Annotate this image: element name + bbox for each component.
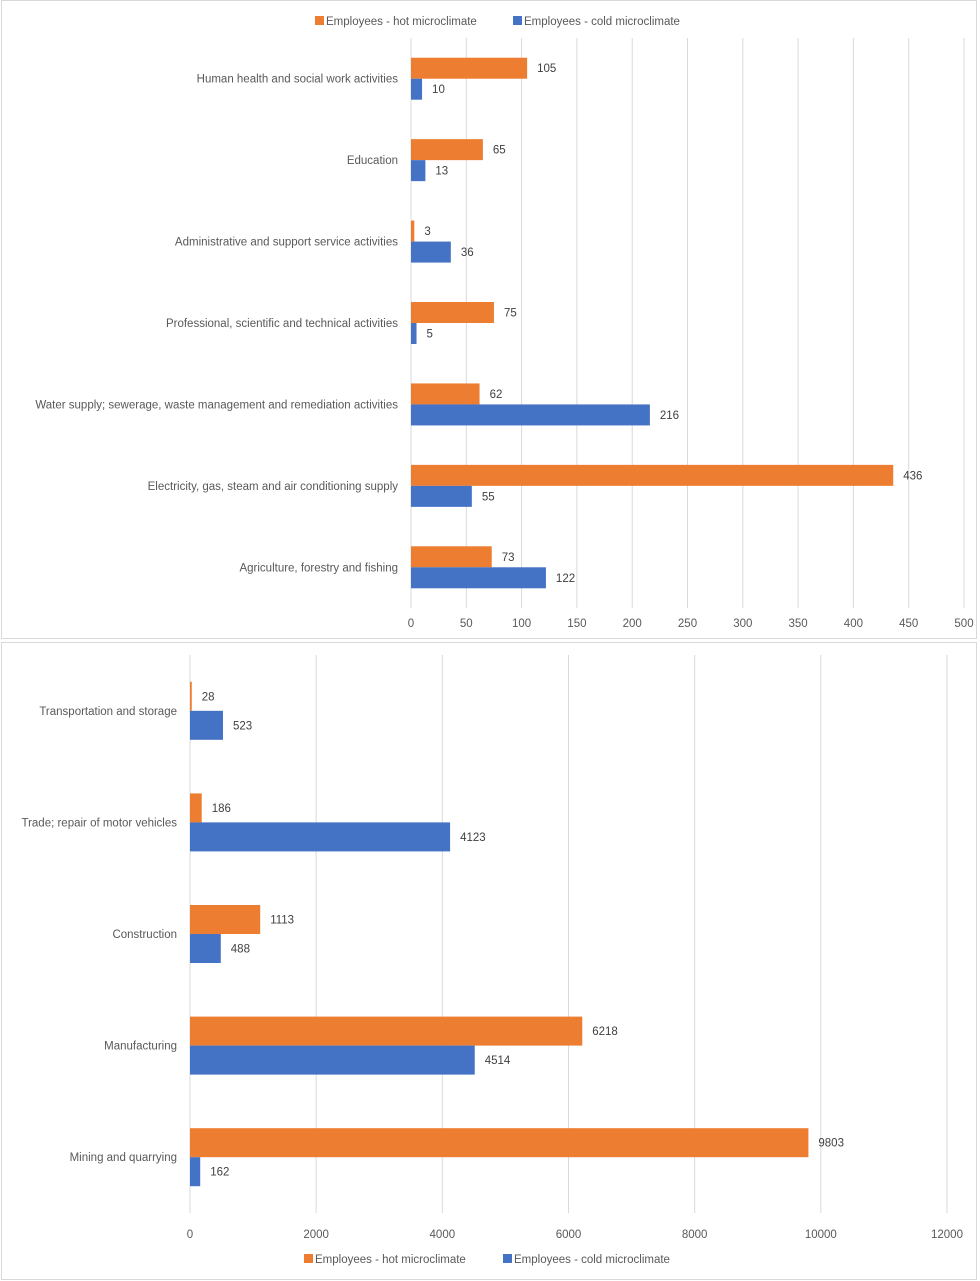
legend-label-hot: Employees - hot microclimate bbox=[315, 1254, 466, 1266]
data-label: 3 bbox=[424, 226, 430, 238]
data-label: 62 bbox=[490, 389, 503, 401]
category-label: Trade; repair of motor vehicles bbox=[21, 817, 177, 829]
data-label: 523 bbox=[233, 720, 252, 732]
x-tick-label: 100 bbox=[512, 618, 531, 630]
x-tick-label: 10000 bbox=[805, 1229, 837, 1241]
x-tick-label: 0 bbox=[408, 618, 414, 630]
x-tick-label: 350 bbox=[789, 618, 808, 630]
bar-hot-microclimate bbox=[411, 220, 415, 242]
bar-cold-microclimate bbox=[190, 934, 221, 963]
data-label: 4123 bbox=[460, 832, 486, 844]
data-label: 488 bbox=[231, 944, 250, 956]
legend-swatch-hot bbox=[304, 1254, 313, 1263]
x-tick-label: 50 bbox=[460, 618, 473, 630]
data-label: 28 bbox=[202, 691, 215, 703]
data-label: 1113 bbox=[270, 915, 294, 927]
data-label: 5 bbox=[427, 329, 433, 341]
category-label: Electricity, gas, steam and air conditio… bbox=[148, 481, 399, 493]
data-label: 10 bbox=[432, 84, 445, 96]
data-label: 55 bbox=[482, 491, 495, 503]
bar-hot-microclimate bbox=[411, 302, 494, 323]
category-label: Professional, scientific and technical a… bbox=[166, 318, 398, 330]
x-tick-label: 8000 bbox=[682, 1229, 708, 1241]
bar-cold-microclimate bbox=[411, 241, 451, 263]
chart-panel-service-sectors: 0 50 100 150 200 250 300 350 400 450 500 Human heal… bbox=[1, 0, 977, 639]
bar-hot-microclimate bbox=[190, 681, 192, 711]
bar-cold-microclimate bbox=[411, 485, 472, 507]
data-label: 436 bbox=[903, 470, 922, 482]
legend-label-hot: Employees - hot microclimate bbox=[326, 16, 477, 28]
category-label: Agriculture, forestry and fishing bbox=[239, 562, 398, 574]
x-tick-label: 400 bbox=[844, 618, 863, 630]
data-label: 75 bbox=[504, 308, 517, 320]
category-label: Manufacturing bbox=[104, 1041, 177, 1053]
bar-hot-microclimate bbox=[411, 546, 492, 568]
category-label: Administrative and support service activ… bbox=[175, 237, 398, 249]
data-label: 162 bbox=[210, 1167, 229, 1179]
data-label: 122 bbox=[556, 573, 575, 585]
bar-cold-microclimate bbox=[190, 1157, 201, 1187]
data-label: 73 bbox=[502, 552, 515, 564]
category-label: Education bbox=[347, 155, 398, 167]
bar-cold-microclimate bbox=[190, 710, 223, 740]
x-tick-label: 4000 bbox=[430, 1229, 456, 1241]
chart-industrial-sectors: 0 2000 4000 6000 8000 10000 12000 Transportatio… bbox=[21, 655, 963, 1266]
bar-hot-microclimate bbox=[190, 905, 261, 934]
x-tick-label: 150 bbox=[567, 618, 586, 630]
legend-label-cold: Employees - cold microclimate bbox=[524, 16, 680, 28]
data-label: 36 bbox=[461, 247, 474, 259]
bar-hot-microclimate bbox=[411, 139, 483, 161]
bar-cold-microclimate bbox=[411, 404, 650, 426]
bar-hot-microclimate bbox=[190, 793, 202, 823]
data-label: 9803 bbox=[818, 1138, 844, 1150]
category-label: Construction bbox=[112, 929, 177, 941]
category-label: Water supply; sewerage, waste management… bbox=[35, 399, 398, 411]
bar-hot-microclimate bbox=[190, 1128, 809, 1158]
data-label: 65 bbox=[493, 145, 506, 157]
bar-hot-microclimate bbox=[411, 383, 480, 405]
legend-swatch-cold bbox=[513, 16, 522, 25]
x-tick-label: 200 bbox=[623, 618, 642, 630]
data-label: 6218 bbox=[592, 1026, 618, 1038]
x-tick-label: 250 bbox=[678, 618, 697, 630]
x-tick-label: 12000 bbox=[931, 1229, 963, 1241]
bar-cold-microclimate bbox=[411, 323, 417, 344]
category-label: Transportation and storage bbox=[39, 706, 177, 718]
bar-cold-microclimate bbox=[190, 1045, 475, 1075]
data-label: 4514 bbox=[485, 1055, 511, 1067]
legend-swatch-cold bbox=[503, 1254, 512, 1263]
data-label: 216 bbox=[660, 410, 679, 422]
chart-panel-industrial-sectors: 0 2000 4000 6000 8000 10000 12000 Transportatio… bbox=[1, 642, 977, 1280]
data-label: 13 bbox=[435, 166, 448, 178]
legend-label-cold: Employees - cold microclimate bbox=[514, 1254, 670, 1266]
bar-cold-microclimate bbox=[190, 822, 451, 852]
x-tick-label: 450 bbox=[899, 618, 918, 630]
category-label: Mining and quarrying bbox=[70, 1152, 177, 1164]
bar-cold-microclimate bbox=[411, 78, 423, 100]
x-tick-label: 0 bbox=[187, 1229, 193, 1241]
bar-cold-microclimate bbox=[411, 567, 546, 589]
legend-swatch-hot bbox=[315, 16, 324, 25]
x-tick-label: 2000 bbox=[303, 1229, 329, 1241]
data-label: 186 bbox=[212, 803, 231, 815]
x-tick-label: 300 bbox=[733, 618, 752, 630]
category-label: Human health and social work activities bbox=[197, 74, 399, 86]
chart-service-sectors: 0 50 100 150 200 250 300 350 400 450 500 Human heal… bbox=[35, 16, 974, 630]
x-tick-label: 6000 bbox=[556, 1229, 582, 1241]
bar-hot-microclimate bbox=[190, 1016, 583, 1046]
bar-cold-microclimate bbox=[411, 160, 426, 182]
data-label: 105 bbox=[537, 63, 556, 75]
bar-hot-microclimate bbox=[411, 57, 528, 79]
bar-hot-microclimate bbox=[411, 464, 894, 486]
x-tick-label: 500 bbox=[954, 618, 973, 630]
